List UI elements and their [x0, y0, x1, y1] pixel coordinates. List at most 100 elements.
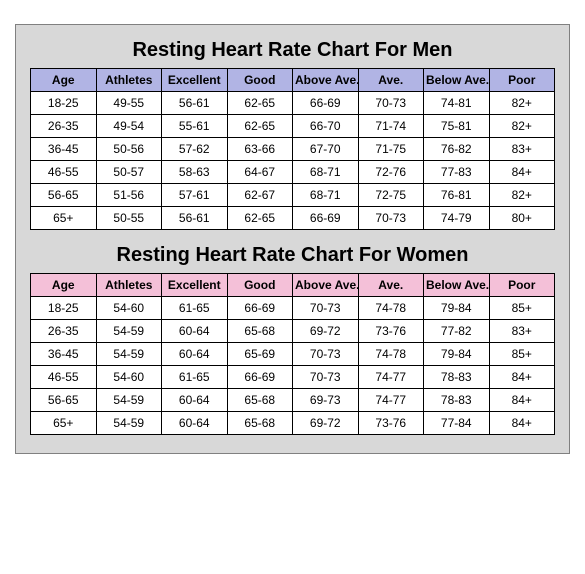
- table-men: Age Athletes Excellent Good Above Ave. A…: [30, 68, 555, 230]
- table-cell: 74-77: [358, 389, 424, 412]
- table-cell: 60-64: [162, 412, 228, 435]
- table-cell: 76-82: [424, 138, 490, 161]
- table-cell: 73-76: [358, 412, 424, 435]
- table-cell: 71-74: [358, 115, 424, 138]
- col-good: Good: [227, 274, 293, 297]
- table-cell: 18-25: [31, 297, 97, 320]
- table-row: 56-6554-5960-6465-6869-7374-7778-8384+: [31, 389, 555, 412]
- table-cell: 84+: [489, 389, 555, 412]
- table-cell: 68-71: [293, 161, 359, 184]
- col-excellent: Excellent: [162, 69, 228, 92]
- table-cell: 56-65: [31, 389, 97, 412]
- table-cell: 64-67: [227, 161, 293, 184]
- table-cell: 56-61: [162, 207, 228, 230]
- table-cell: 62-67: [227, 184, 293, 207]
- table-cell: 80+: [489, 207, 555, 230]
- table-cell: 58-63: [162, 161, 228, 184]
- table-cell: 65-68: [227, 320, 293, 343]
- table-cell: 84+: [489, 412, 555, 435]
- table-cell: 66-69: [293, 207, 359, 230]
- table-cell: 78-83: [424, 389, 490, 412]
- table-row: 36-4550-5657-6263-6667-7071-7576-8283+: [31, 138, 555, 161]
- table-cell: 61-65: [162, 297, 228, 320]
- table-cell: 85+: [489, 297, 555, 320]
- table-cell: 36-45: [31, 138, 97, 161]
- table-cell: 83+: [489, 138, 555, 161]
- col-above-ave: Above Ave.: [293, 274, 359, 297]
- col-athletes: Athletes: [96, 69, 162, 92]
- table-cell: 79-84: [424, 297, 490, 320]
- table-row: 46-5554-6061-6566-6970-7374-7778-8384+: [31, 366, 555, 389]
- table-cell: 50-56: [96, 138, 162, 161]
- table-cell: 74-79: [424, 207, 490, 230]
- table-cell: 60-64: [162, 389, 228, 412]
- table-cell: 75-81: [424, 115, 490, 138]
- table-row: 18-2554-6061-6566-6970-7374-7879-8485+: [31, 297, 555, 320]
- table-cell: 50-57: [96, 161, 162, 184]
- table-cell: 69-73: [293, 389, 359, 412]
- table-cell: 60-64: [162, 320, 228, 343]
- table-cell: 46-55: [31, 161, 97, 184]
- col-age: Age: [31, 274, 97, 297]
- table-cell: 49-55: [96, 92, 162, 115]
- table-row: 26-3549-5455-6162-6566-7071-7475-8182+: [31, 115, 555, 138]
- table-cell: 66-69: [227, 297, 293, 320]
- table-row: 56-6551-5657-6162-6768-7172-7576-8182+: [31, 184, 555, 207]
- table-cell: 74-78: [358, 343, 424, 366]
- table-row: 36-4554-5960-6465-6970-7374-7879-8485+: [31, 343, 555, 366]
- table-cell: 69-72: [293, 320, 359, 343]
- table-cell: 74-77: [358, 366, 424, 389]
- table-row: 65+54-5960-6465-6869-7273-7677-8484+: [31, 412, 555, 435]
- table-cell: 82+: [489, 184, 555, 207]
- col-excellent: Excellent: [162, 274, 228, 297]
- table-cell: 56-61: [162, 92, 228, 115]
- col-above-ave: Above Ave.: [293, 69, 359, 92]
- table-cell: 84+: [489, 366, 555, 389]
- table-cell: 57-62: [162, 138, 228, 161]
- table-title-men: Resting Heart Rate Chart For Men: [30, 39, 555, 62]
- table-cell: 82+: [489, 92, 555, 115]
- table-cell: 54-59: [96, 320, 162, 343]
- spacer: [30, 230, 555, 240]
- table-cell: 57-61: [162, 184, 228, 207]
- table-cell: 50-55: [96, 207, 162, 230]
- table-cell: 54-59: [96, 412, 162, 435]
- table-women: Age Athletes Excellent Good Above Ave. A…: [30, 273, 555, 435]
- table-cell: 73-76: [358, 320, 424, 343]
- col-poor: Poor: [489, 274, 555, 297]
- col-ave: Ave.: [358, 69, 424, 92]
- table-cell: 83+: [489, 320, 555, 343]
- table-cell: 72-76: [358, 161, 424, 184]
- table-cell: 70-73: [293, 297, 359, 320]
- table-cell: 65+: [31, 412, 97, 435]
- table-cell: 66-69: [293, 92, 359, 115]
- table-cell: 85+: [489, 343, 555, 366]
- table-row: 46-5550-5758-6364-6768-7172-7677-8384+: [31, 161, 555, 184]
- table-row: 26-3554-5960-6465-6869-7273-7677-8283+: [31, 320, 555, 343]
- table-body-men: 18-2549-5556-6162-6566-6970-7374-8182+26…: [31, 92, 555, 230]
- table-cell: 54-59: [96, 389, 162, 412]
- table-cell: 62-65: [227, 92, 293, 115]
- table-cell: 69-72: [293, 412, 359, 435]
- table-header-row: Age Athletes Excellent Good Above Ave. A…: [31, 69, 555, 92]
- table-cell: 51-56: [96, 184, 162, 207]
- table-cell: 77-84: [424, 412, 490, 435]
- table-cell: 55-61: [162, 115, 228, 138]
- table-cell: 70-73: [293, 366, 359, 389]
- table-cell: 54-60: [96, 297, 162, 320]
- table-cell: 84+: [489, 161, 555, 184]
- table-cell: 70-73: [293, 343, 359, 366]
- table-cell: 61-65: [162, 366, 228, 389]
- table-cell: 54-59: [96, 343, 162, 366]
- table-row: 65+50-5556-6162-6566-6970-7374-7980+: [31, 207, 555, 230]
- table-cell: 18-25: [31, 92, 97, 115]
- table-cell: 77-82: [424, 320, 490, 343]
- table-cell: 65-69: [227, 343, 293, 366]
- table-cell: 65-68: [227, 389, 293, 412]
- table-cell: 54-60: [96, 366, 162, 389]
- table-cell: 62-65: [227, 115, 293, 138]
- table-row: 18-2549-5556-6162-6566-6970-7374-8182+: [31, 92, 555, 115]
- table-cell: 56-65: [31, 184, 97, 207]
- col-poor: Poor: [489, 69, 555, 92]
- col-below-ave: Below Ave.: [424, 69, 490, 92]
